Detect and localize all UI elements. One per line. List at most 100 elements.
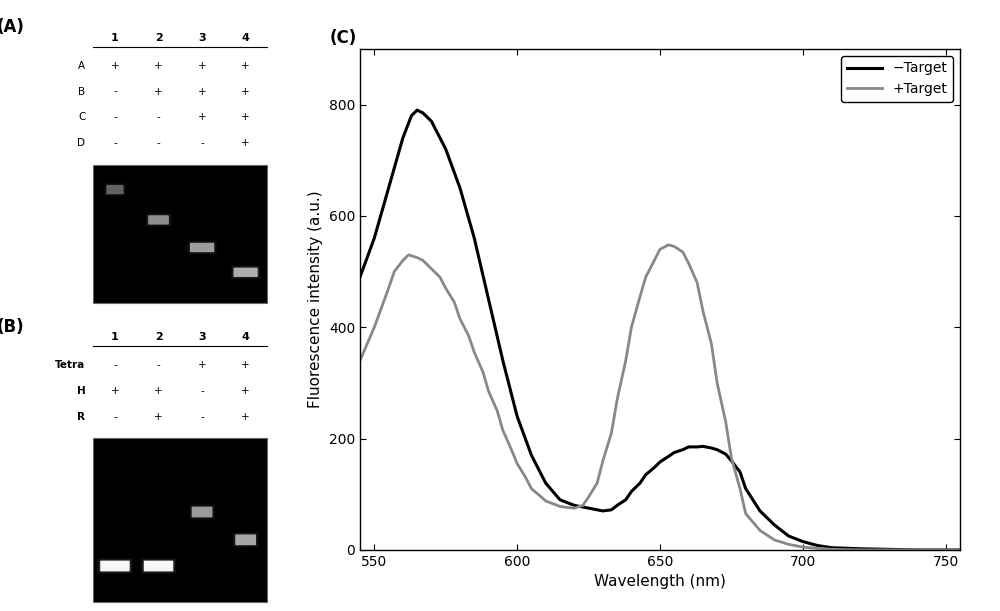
−Target <box>654 458 666 466</box>
+Target <box>620 357 632 364</box>
+Target <box>554 503 566 510</box>
Text: -: - <box>113 87 117 97</box>
−Target <box>911 546 923 554</box>
FancyBboxPatch shape <box>234 268 258 277</box>
Text: +: + <box>111 386 119 396</box>
Text: +: + <box>241 138 250 148</box>
−Target <box>683 443 695 450</box>
FancyBboxPatch shape <box>106 185 124 194</box>
FancyBboxPatch shape <box>233 533 258 547</box>
FancyBboxPatch shape <box>105 184 125 195</box>
Text: -: - <box>200 412 204 422</box>
Text: +: + <box>154 87 163 97</box>
Text: H: H <box>77 386 85 396</box>
Text: C: C <box>78 112 85 122</box>
Text: -: - <box>200 138 204 148</box>
Text: -: - <box>157 112 160 122</box>
−Target <box>354 274 366 281</box>
FancyBboxPatch shape <box>103 182 127 197</box>
FancyBboxPatch shape <box>147 214 170 225</box>
Text: +: + <box>154 60 163 71</box>
+Target <box>654 246 666 253</box>
Text: -: - <box>157 138 160 148</box>
Text: +: + <box>198 60 206 71</box>
Text: 2: 2 <box>155 32 162 43</box>
−Target <box>697 443 709 450</box>
Text: +: + <box>154 386 163 396</box>
Text: 4: 4 <box>242 332 250 342</box>
Text: (A): (A) <box>0 18 25 36</box>
FancyBboxPatch shape <box>190 243 214 252</box>
FancyBboxPatch shape <box>97 558 133 574</box>
FancyBboxPatch shape <box>230 265 261 280</box>
FancyBboxPatch shape <box>100 561 130 571</box>
FancyBboxPatch shape <box>192 507 212 518</box>
FancyBboxPatch shape <box>145 213 172 227</box>
Text: -: - <box>200 386 204 396</box>
−Target <box>954 546 966 554</box>
Line: −Target: −Target <box>360 110 960 550</box>
Legend: −Target, +Target: −Target, +Target <box>841 56 953 102</box>
Text: +: + <box>198 87 206 97</box>
+Target <box>354 357 366 364</box>
Text: 3: 3 <box>198 32 206 43</box>
Text: +: + <box>111 60 119 71</box>
−Target <box>634 480 646 487</box>
FancyBboxPatch shape <box>189 504 216 520</box>
FancyBboxPatch shape <box>234 533 257 546</box>
Text: B: B <box>78 87 85 97</box>
FancyBboxPatch shape <box>231 266 260 279</box>
FancyBboxPatch shape <box>98 559 132 573</box>
FancyBboxPatch shape <box>232 267 259 278</box>
FancyBboxPatch shape <box>148 215 169 225</box>
Y-axis label: Fluorescence intensity (a.u.): Fluorescence intensity (a.u.) <box>308 191 323 408</box>
FancyBboxPatch shape <box>187 240 217 255</box>
Text: -: - <box>113 412 117 422</box>
Text: -: - <box>157 360 160 370</box>
Text: -: - <box>113 138 117 148</box>
+Target <box>663 241 675 249</box>
FancyBboxPatch shape <box>141 558 176 574</box>
Text: 1: 1 <box>111 32 119 43</box>
Text: A: A <box>78 60 85 71</box>
Text: -: - <box>113 360 117 370</box>
Bar <box>93 438 267 602</box>
+Target <box>854 546 866 554</box>
Text: +: + <box>154 412 163 422</box>
Text: +: + <box>198 112 206 122</box>
Text: 1: 1 <box>111 332 119 342</box>
Text: +: + <box>241 112 250 122</box>
FancyBboxPatch shape <box>188 241 216 254</box>
Text: (B): (B) <box>0 318 25 335</box>
FancyBboxPatch shape <box>191 506 213 518</box>
−Target <box>591 506 603 513</box>
Text: 4: 4 <box>242 32 250 43</box>
−Target <box>405 112 417 119</box>
Text: R: R <box>77 412 85 422</box>
X-axis label: Wavelength (nm): Wavelength (nm) <box>594 574 726 590</box>
FancyBboxPatch shape <box>99 560 131 573</box>
Line: +Target: +Target <box>360 245 960 550</box>
Text: +: + <box>241 360 250 370</box>
FancyBboxPatch shape <box>189 242 215 253</box>
+Target <box>954 546 966 554</box>
−Target <box>411 106 423 114</box>
Text: +: + <box>241 87 250 97</box>
+Target <box>425 265 437 273</box>
+Target <box>591 480 603 487</box>
Text: 2: 2 <box>155 332 162 342</box>
Text: -: - <box>113 112 117 122</box>
FancyBboxPatch shape <box>143 560 174 573</box>
FancyBboxPatch shape <box>146 214 171 226</box>
Text: D: D <box>77 138 85 148</box>
Text: (C): (C) <box>330 29 357 47</box>
FancyBboxPatch shape <box>104 183 126 196</box>
FancyBboxPatch shape <box>190 505 215 519</box>
Text: +: + <box>241 412 250 422</box>
Text: +: + <box>198 360 206 370</box>
Text: Tetra: Tetra <box>55 360 85 370</box>
FancyBboxPatch shape <box>144 561 173 571</box>
Bar <box>93 165 267 302</box>
FancyBboxPatch shape <box>235 535 256 545</box>
FancyBboxPatch shape <box>232 532 259 548</box>
